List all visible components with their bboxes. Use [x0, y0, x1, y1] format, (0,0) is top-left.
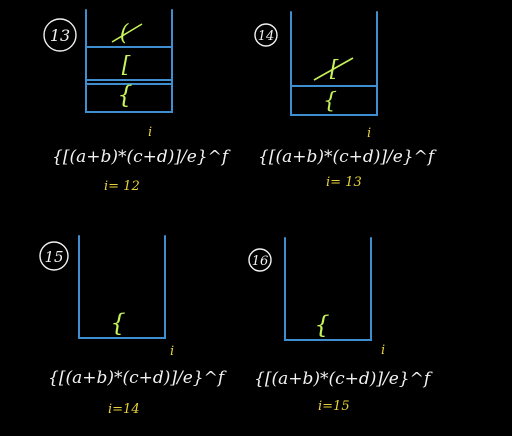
stack-container	[78, 235, 166, 339]
pointer-marker: i	[381, 343, 385, 358]
pop-strike	[313, 57, 354, 81]
pointer-marker: i	[170, 344, 174, 359]
stack-container	[284, 237, 372, 341]
step-circle	[248, 248, 272, 272]
step-number: 16	[252, 254, 269, 269]
stack-item-top: (	[120, 21, 129, 46]
step-number: 13	[50, 26, 70, 45]
expression: {[(a+b)*(c+d)]/e}^f	[48, 368, 227, 388]
stack-container	[85, 9, 173, 113]
step-circle	[254, 23, 278, 47]
pointer-marker: i	[367, 126, 371, 141]
stack-container	[290, 11, 378, 116]
panel-14: 14 { [ {[(a+b)*(c+d)]/e}^f i i= 13	[254, 11, 437, 190]
index-label: i= 12	[104, 179, 140, 194]
step-number: 14	[258, 29, 275, 44]
index-label: i=14	[108, 402, 140, 417]
step-circle	[43, 18, 77, 52]
panel-15: 15 { {[(a+b)*(c+d)]/e}^f i i=14	[39, 235, 227, 417]
step-circle	[39, 241, 69, 271]
pop-strike	[111, 23, 143, 43]
stack-item-bottom: {	[110, 309, 125, 337]
stack-item-bottom: {	[117, 81, 132, 109]
expression: {[(a+b)*(c+d)]/e}^f	[254, 369, 433, 389]
stack-item-bottom: {	[314, 311, 329, 339]
pointer-marker: i	[148, 125, 152, 140]
index-label: i=15	[318, 399, 350, 414]
expression: {[(a+b)*(c+d)]/e}^f	[258, 147, 437, 167]
stack-item-middle: [	[122, 53, 131, 78]
step-number: 15	[44, 248, 63, 266]
panel-13: 13 { [ ( {[(a+b)*(c+d)]/e}^f i i= 12	[43, 9, 231, 194]
panel-16: 16 { {[(a+b)*(c+d)]/e}^f i i=15	[248, 237, 433, 414]
index-label: i= 13	[326, 175, 362, 190]
stack-item-bottom: {	[323, 89, 337, 114]
expression: {[(a+b)*(c+d)]/e}^f	[52, 147, 231, 167]
